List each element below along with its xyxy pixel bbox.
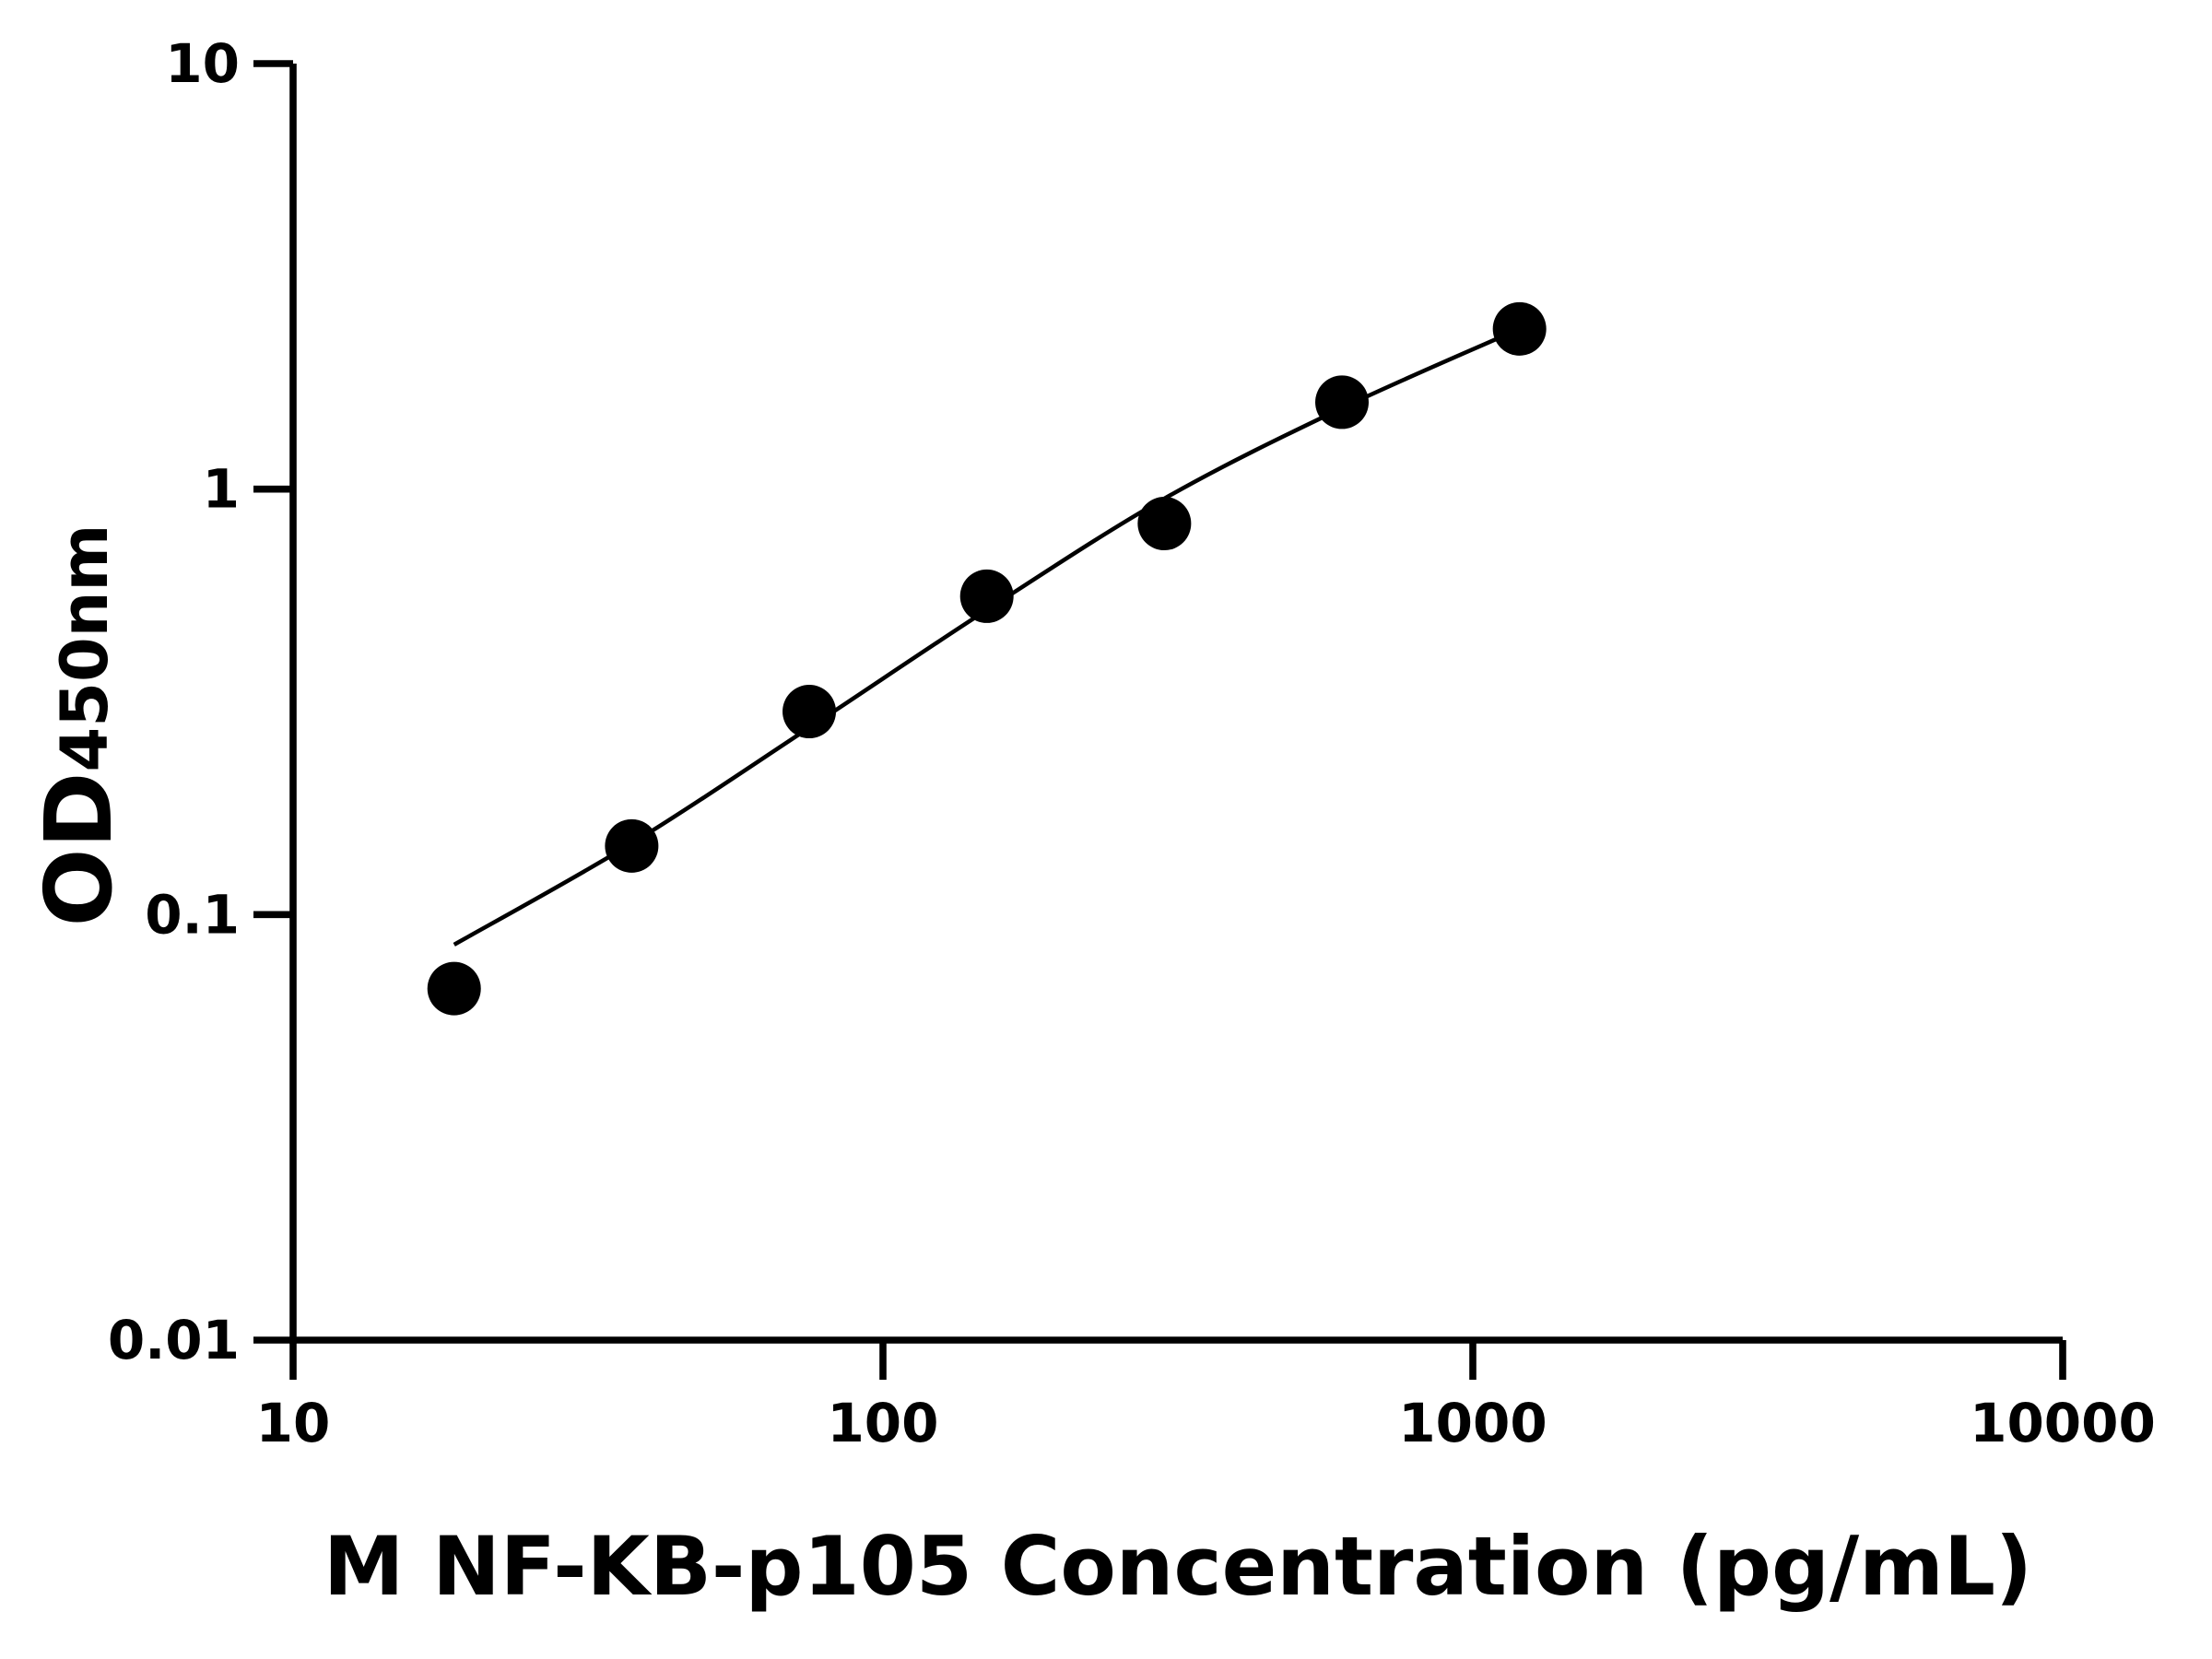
data-point [605,818,659,873]
y-tick-label: 0.1 [145,883,240,946]
y-axis-title: OD450nm [25,524,133,927]
x-tick-label: 100 [827,1392,938,1454]
data-point [427,961,481,1016]
x-axis-title: M NF-KB-p105 Concentration (pg/mL) [324,1519,2032,1614]
data-point [1315,375,1370,429]
data-point [1137,497,1192,551]
y-tick-label: 1 [203,458,240,521]
y-axis-title-sub: 450nm [47,524,123,772]
y-tick-label: 10 [165,32,240,95]
y-axis-title-main: OD [25,771,133,926]
data-point [959,569,1014,623]
x-tick-label: 1000 [1398,1392,1547,1454]
y-tick-label: 0.01 [108,1309,240,1371]
data-point [782,685,837,739]
x-tick-label: 10 [256,1392,331,1454]
x-tick-label: 10000 [1970,1392,2156,1454]
data-point [1492,301,1547,356]
